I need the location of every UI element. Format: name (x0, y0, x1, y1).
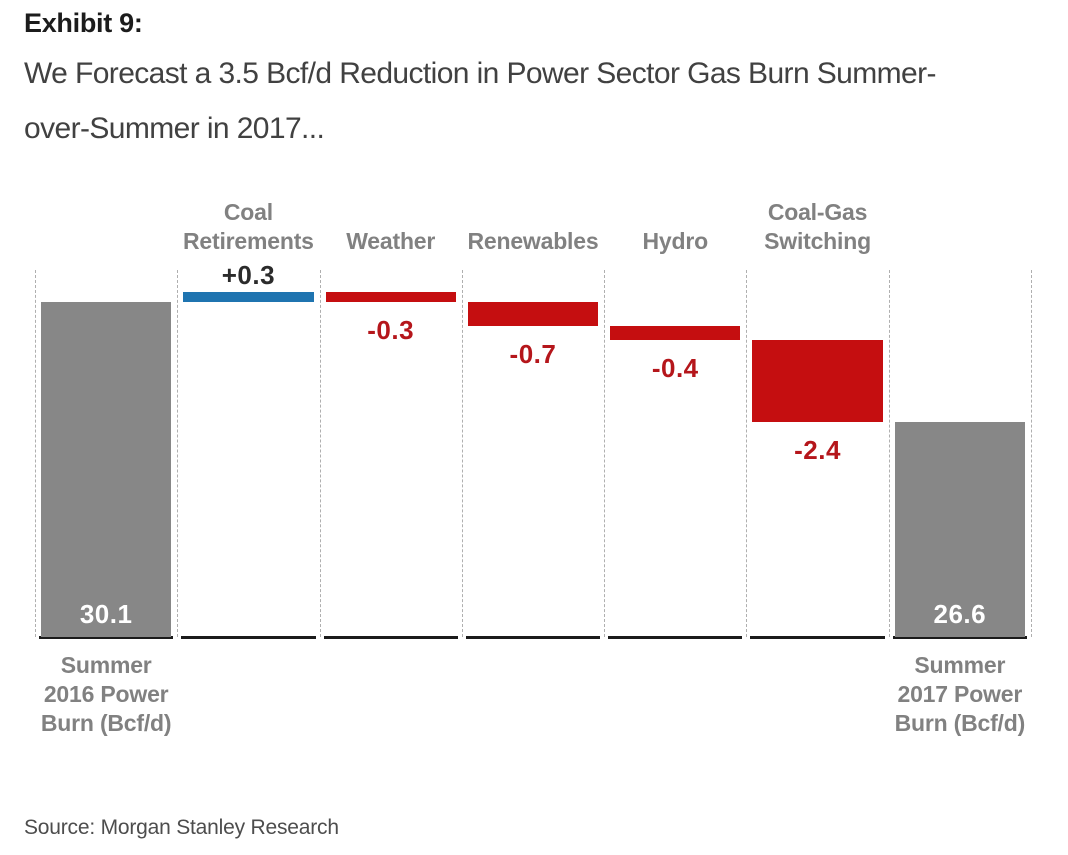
axis-baseline-segment (892, 636, 1027, 639)
column-label-hydro: Hydro (642, 228, 709, 254)
column-label-summer-2017-power-burn-bcf-d: Summer 2017 Power Burn (Bcf/d) (894, 652, 1026, 736)
axis-baseline-segment (465, 636, 601, 639)
column-label-renewables: Renewables (467, 228, 599, 254)
bar-coal-gas-switching (752, 339, 883, 422)
exhibit-title: Exhibit 9: (24, 8, 143, 38)
waterfall-chart: 30.1 Summer 2016 Power Burn (Bcf/d) +0.3 Co… (35, 199, 1032, 736)
column-label-weather: Weather (346, 228, 436, 254)
bar-renewables (467, 302, 599, 327)
bar-value-label-renewables: -0.7 (509, 339, 557, 370)
chart-subtitle-line2: over-Summer in 2017... (24, 112, 325, 145)
bar-value-label-hydro: -0.4 (651, 352, 699, 383)
bar-hydro (610, 326, 741, 340)
bar-summer-2016-power-burn-bcf-d (41, 302, 172, 637)
column-label-summer-2016-power-burn-bcf-d: Summer 2016 Power Burn (Bcf/d) (40, 652, 172, 736)
column-gridline (888, 270, 890, 637)
bar-value-label-summer-2017-power-burn-bcf-d: 26.6 (933, 599, 987, 629)
bar-coal-retirements (183, 292, 314, 303)
bar-value-label-coal-gas-switching: -2.4 (794, 434, 841, 465)
axis-baseline-segment (608, 636, 743, 639)
column-label-coal-gas-switching: Coal-Gas Switching (764, 199, 871, 254)
column-label-coal-retirements: Coal Retirements (183, 199, 314, 254)
chart-subtitle-line1: We Forecast a 3.5 Bcf/d Reduction in Pow… (24, 57, 937, 90)
column-gridline (461, 270, 463, 637)
axis-baseline-segment (181, 636, 316, 639)
bar-value-label-weather: -0.3 (367, 315, 415, 346)
axis-baseline-segment (39, 636, 174, 639)
bar-value-label-coal-retirements: +0.3 (221, 260, 276, 291)
bar-summer-2017-power-burn-bcf-d (894, 421, 1025, 637)
axis-baseline-segment (750, 636, 885, 639)
source-note: Source: Morgan Stanley Research (24, 816, 339, 839)
column-gridline (35, 270, 36, 637)
column-gridline (319, 270, 321, 637)
column-gridline (177, 270, 179, 637)
column-gridline (1030, 270, 1032, 637)
column-gridline (746, 270, 748, 637)
axis-baseline-segment (323, 636, 458, 639)
bar-weather (325, 292, 456, 303)
bar-value-label-summer-2016-power-burn-bcf-d: 30.1 (79, 599, 133, 629)
column-gridline (604, 270, 606, 637)
